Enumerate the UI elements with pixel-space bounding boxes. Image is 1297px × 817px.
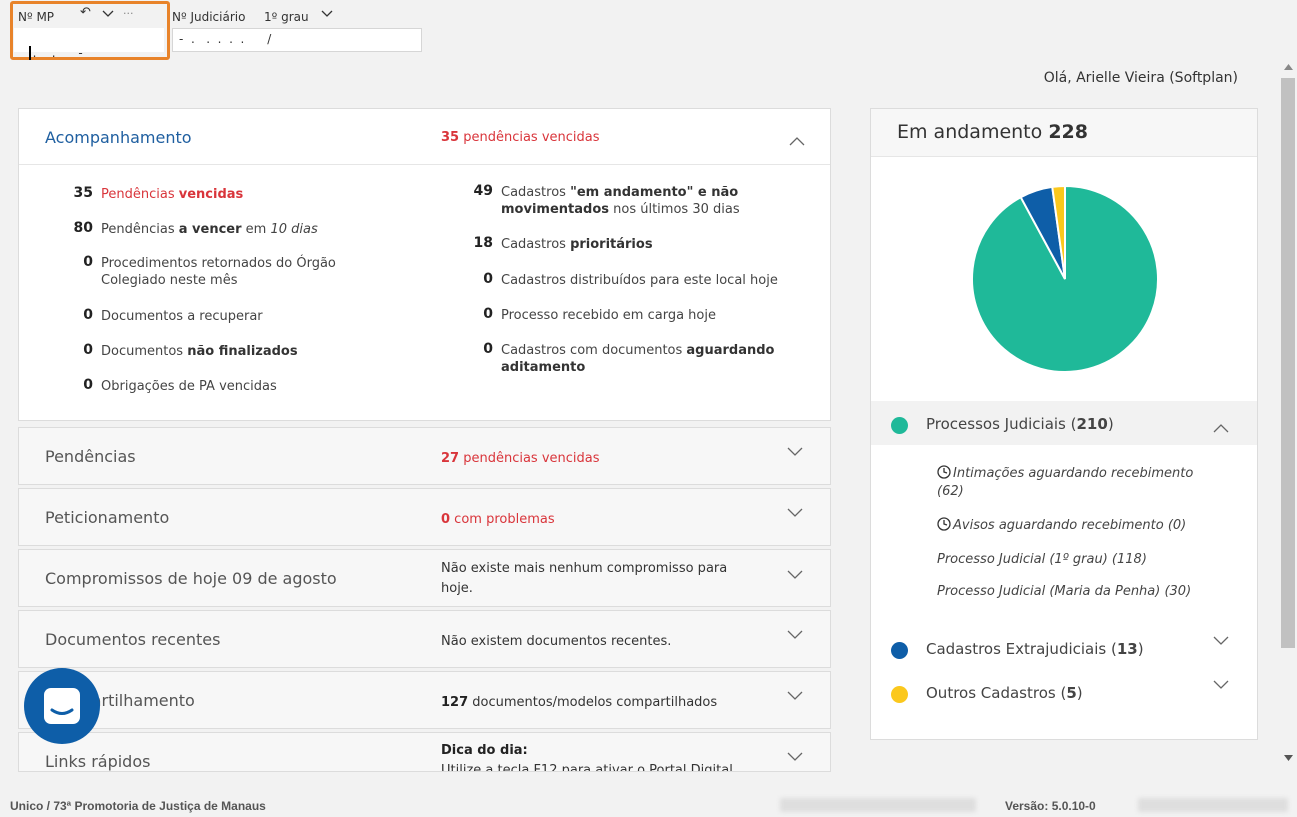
item-label: Obrigações de PA vencidas: [101, 379, 277, 394]
footer-version: Versão: 5.0.10-0: [1005, 799, 1096, 813]
item-count: 0: [83, 342, 93, 358]
item-label: Cadastros com documentos aguardando adit…: [501, 343, 775, 375]
mp-search-highlight: [10, 1, 170, 60]
chevron-up-icon[interactable]: [1213, 423, 1229, 433]
andamento-header: Em andamento 228: [871, 109, 1257, 157]
item-label: Procedimentos retornados do Órgão Colegi…: [101, 256, 336, 288]
section-title: Pendências: [45, 447, 136, 466]
section-summary: 127 documentos/modelos compartilhados: [441, 695, 718, 710]
pie-slice-outros-cadastros[interactable]: [1051, 185, 1066, 280]
item-count: 0: [83, 377, 93, 393]
chevron-down-icon[interactable]: [787, 630, 803, 640]
legend-dot-icon: [891, 642, 908, 659]
acompanhamento-panel: Acompanhamento 35 pendências vencidas 35…: [18, 108, 831, 421]
item-label: Processo recebido em carga hoje: [501, 308, 716, 323]
legend-dot-icon: [891, 417, 908, 434]
scroll-down-icon[interactable]: [1284, 755, 1293, 761]
andamento-pie-chart: [971, 185, 1159, 373]
chevron-down-icon[interactable]: [787, 447, 803, 457]
section-title: Documentos recentes: [45, 630, 221, 649]
chevron-down-icon[interactable]: [1213, 680, 1229, 690]
legend-label: Cadastros Extrajudiciais (13): [926, 640, 1144, 658]
processos-sub-item[interactable]: Processo Judicial (1º grau) (118): [937, 552, 1147, 567]
chevron-down-icon[interactable]: [1213, 636, 1229, 646]
processos-sub-item[interactable]: Processo Judicial (Maria da Penha) (30): [937, 584, 1192, 599]
clock-icon: [937, 465, 951, 479]
scroll-up-icon[interactable]: [1284, 64, 1293, 70]
chat-button[interactable]: [24, 668, 100, 744]
footer-location: Unico / 73ª Promotoria de Justiça de Man…: [10, 799, 266, 813]
section-summary: 0 com problemas: [441, 512, 555, 527]
section-3[interactable]: Documentos recentes Não existem documento…: [18, 610, 831, 668]
user-greeting: Olá, Arielle Vieira (Softplan): [1043, 70, 1238, 86]
mp-label: Nº MP: [18, 10, 55, 24]
scrollbar-thumb[interactable]: [1281, 78, 1295, 648]
item-count: 0: [83, 307, 93, 323]
item-count: 80: [73, 220, 93, 236]
item-label: Documentos a recuperar: [101, 309, 263, 324]
legend-label: Outros Cadastros (5): [926, 684, 1083, 702]
legend-item[interactable]: Processos Judiciais (210): [891, 415, 1241, 435]
section-summary: 27 pendências vencidas: [441, 451, 600, 466]
legend-label: Processos Judiciais (210): [926, 415, 1114, 433]
item-count: 0: [483, 271, 493, 287]
grau-selector[interactable]: 1º grau: [264, 10, 309, 24]
item-label: Pendências a vencer em 10 dias: [101, 222, 318, 237]
item-label: Cadastros distribuídos para este local h…: [501, 273, 778, 288]
footer-blurred-info: [780, 798, 976, 812]
chat-icon: [44, 688, 80, 724]
judicial-label: Nº Judiciário: [172, 10, 246, 24]
chevron-down-icon[interactable]: [787, 691, 803, 701]
legend-row-processos[interactable]: [871, 401, 1257, 445]
chevron-down-icon[interactable]: [787, 570, 803, 580]
chevron-down-icon[interactable]: [787, 752, 803, 762]
legend-dot-icon: [891, 686, 908, 703]
judicial-input[interactable]: - . . . . . /: [172, 28, 422, 52]
acompanhamento-title: Acompanhamento: [45, 128, 192, 147]
more-options-icon[interactable]: ···: [123, 7, 134, 20]
acompanhamento-summary: 35 pendências vencidas: [441, 130, 600, 145]
section-summary: Dica do dia: Utilize a tecla F12 para ati…: [441, 743, 733, 772]
section-title: Links rápidos: [45, 752, 151, 771]
legend-item[interactable]: Cadastros Extrajudiciais (13): [891, 636, 1241, 660]
item-count: 0: [483, 306, 493, 322]
chevron-down-icon[interactable]: [787, 508, 803, 518]
section-summary: Não existe mais nenhum compromisso para …: [441, 561, 728, 596]
chevron-up-icon[interactable]: [789, 136, 805, 146]
item-count: 0: [483, 341, 493, 357]
item-count: 35: [73, 185, 93, 201]
clock-icon: [937, 517, 951, 531]
section-4[interactable]: Compartilhamento 127 documentos/modelos c…: [18, 671, 831, 729]
section-title: Peticionamento: [45, 508, 170, 527]
section-title: Compromissos de hoje 09 de agosto: [45, 569, 337, 588]
mp-input[interactable]: . . -: [14, 28, 164, 60]
item-count: 0: [83, 254, 93, 270]
acompanhamento-header[interactable]: Acompanhamento 35 pendências vencidas: [19, 109, 830, 165]
section-1[interactable]: Peticionamento 0 com problemas: [18, 488, 831, 546]
footer-blurred-build: [1138, 798, 1288, 812]
processos-sub-item[interactable]: Avisos aguardando recebimento (0): [937, 517, 1217, 535]
processos-sub-item[interactable]: Intimações aguardando recebimento (62): [937, 465, 1194, 499]
section-5[interactable]: Links rápidos Dica do dia: Utilize a tecla…: [18, 732, 831, 772]
section-summary: Não existem documentos recentes.: [441, 634, 672, 649]
andamento-title: Em andamento 228: [897, 121, 1088, 143]
footer: Unico / 73ª Promotoria de Justiça de Man…: [0, 795, 1297, 817]
section-2[interactable]: Compromissos de hoje 09 de agosto Não exi…: [18, 549, 831, 607]
andamento-panel: Em andamento 228 Intimações aguardando r…: [870, 108, 1258, 740]
item-label: Cadastros "em andamento" e não movimenta…: [501, 185, 740, 217]
legend-item[interactable]: Outros Cadastros (5): [891, 680, 1241, 704]
item-label: Pendências vencidas: [101, 187, 244, 202]
item-label: Documentos não finalizados: [101, 344, 298, 359]
item-count: 18: [473, 235, 493, 251]
chevron-down-icon[interactable]: [102, 10, 114, 18]
undo-icon[interactable]: ↶: [80, 5, 91, 20]
section-0[interactable]: Pendências 27 pendências vencidas: [18, 427, 831, 485]
grau-chevron-icon[interactable]: [321, 10, 333, 18]
item-label: Cadastros prioritários: [501, 237, 653, 252]
item-count: 49: [473, 183, 493, 199]
